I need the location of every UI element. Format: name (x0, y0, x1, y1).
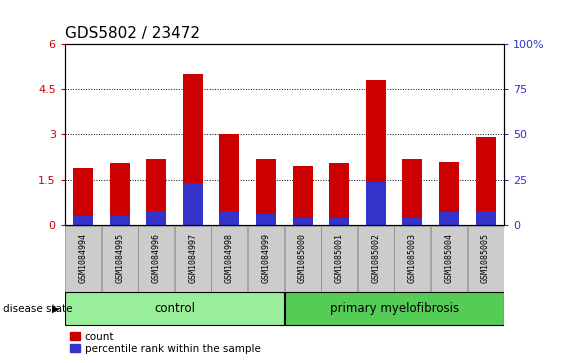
Bar (329, 218, 349, 225)
Bar (146, 211, 166, 225)
Bar (256, 159, 276, 225)
Bar (285, 226, 320, 301)
Text: GSM1084994: GSM1084994 (79, 233, 87, 283)
Bar (293, 218, 312, 225)
Text: disease state: disease state (3, 303, 72, 314)
Bar (476, 137, 495, 225)
Text: primary myelofibrosis: primary myelofibrosis (329, 302, 459, 315)
Text: GSM1085002: GSM1085002 (372, 233, 380, 283)
Bar (476, 211, 495, 225)
Bar (321, 226, 357, 301)
Text: GSM1085004: GSM1085004 (445, 233, 453, 283)
Bar (366, 81, 386, 225)
Bar (366, 182, 386, 225)
Bar (146, 159, 166, 225)
Bar (220, 134, 239, 225)
Text: GSM1084997: GSM1084997 (189, 233, 197, 283)
Bar (358, 226, 394, 301)
Bar (183, 183, 203, 225)
Bar (183, 74, 203, 225)
Bar (175, 226, 211, 301)
Bar (439, 212, 459, 225)
Text: GSM1084995: GSM1084995 (115, 233, 124, 283)
Text: GSM1085003: GSM1085003 (408, 233, 417, 283)
Bar (329, 163, 349, 225)
Bar (439, 162, 459, 225)
Text: GSM1084996: GSM1084996 (152, 233, 160, 283)
Bar (248, 226, 284, 301)
Text: GSM1084999: GSM1084999 (262, 233, 270, 283)
Text: control: control (154, 302, 195, 315)
Bar (220, 211, 239, 225)
Text: GSM1084998: GSM1084998 (225, 233, 234, 283)
Bar (468, 226, 503, 301)
Text: GSM1085000: GSM1085000 (298, 233, 307, 283)
Bar (110, 216, 129, 225)
Bar (212, 226, 247, 301)
Bar (110, 163, 129, 225)
Bar (73, 216, 93, 225)
Bar (293, 166, 312, 225)
Bar (403, 218, 422, 225)
Text: GSM1085005: GSM1085005 (481, 233, 490, 283)
Bar (73, 168, 93, 225)
Text: ▶: ▶ (52, 303, 60, 314)
Legend: count, percentile rank within the sample: count, percentile rank within the sample (70, 332, 261, 354)
Bar (403, 159, 422, 225)
Bar (285, 292, 503, 325)
Bar (138, 226, 174, 301)
Bar (256, 214, 276, 225)
Bar (65, 292, 284, 325)
Bar (395, 226, 430, 301)
Text: GDS5802 / 23472: GDS5802 / 23472 (65, 26, 200, 41)
Bar (65, 226, 101, 301)
Text: GSM1085001: GSM1085001 (335, 233, 343, 283)
Bar (431, 226, 467, 301)
Bar (102, 226, 137, 301)
